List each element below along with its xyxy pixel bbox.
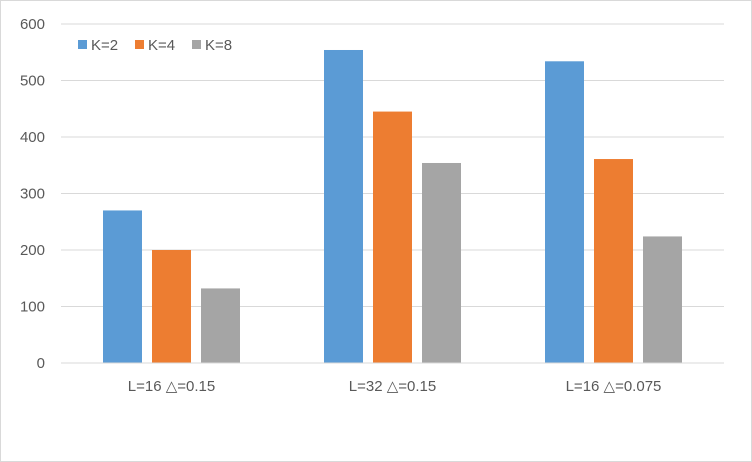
legend-label: K=4 — [148, 37, 175, 54]
bar-k4-1 — [152, 250, 191, 363]
x-category-label: L=16 △=0.075 — [566, 378, 662, 395]
bars — [103, 49, 682, 364]
legend-swatch — [135, 40, 144, 49]
x-category-label: L=32 △=0.15 — [349, 378, 436, 395]
bar-k4-2 — [373, 111, 412, 363]
bar-k2-1 — [103, 210, 142, 363]
y-tick-label: 600 — [20, 16, 45, 33]
y-tick-label: 300 — [20, 186, 45, 203]
bar-k8-2 — [422, 162, 461, 363]
y-axis-tick-labels: 0 100 200 300 400 500 600 — [20, 16, 45, 372]
legend-label: K=8 — [205, 37, 232, 54]
x-axis: L=16 △=0.15 L=32 △=0.15 L=16 △=0.075 — [61, 362, 724, 395]
y-tick-label: 400 — [20, 129, 45, 146]
y-tick-label: 100 — [20, 299, 45, 316]
legend-swatch — [192, 40, 201, 49]
x-category-label: L=16 △=0.15 — [128, 378, 215, 395]
legend-swatch — [78, 40, 87, 49]
bar-k8-3 — [643, 236, 682, 363]
legend-label: K=2 — [91, 37, 118, 54]
bar-k8-1 — [201, 288, 240, 363]
legend: K=2 K=4 K=8 — [78, 37, 232, 54]
bar-k4-3 — [594, 159, 633, 363]
y-tick-label: 0 — [37, 355, 45, 372]
bar-k2-3 — [545, 61, 584, 363]
y-tick-label: 500 — [20, 73, 45, 90]
y-tick-label: 200 — [20, 242, 45, 259]
bar-k2-2 — [324, 49, 363, 364]
